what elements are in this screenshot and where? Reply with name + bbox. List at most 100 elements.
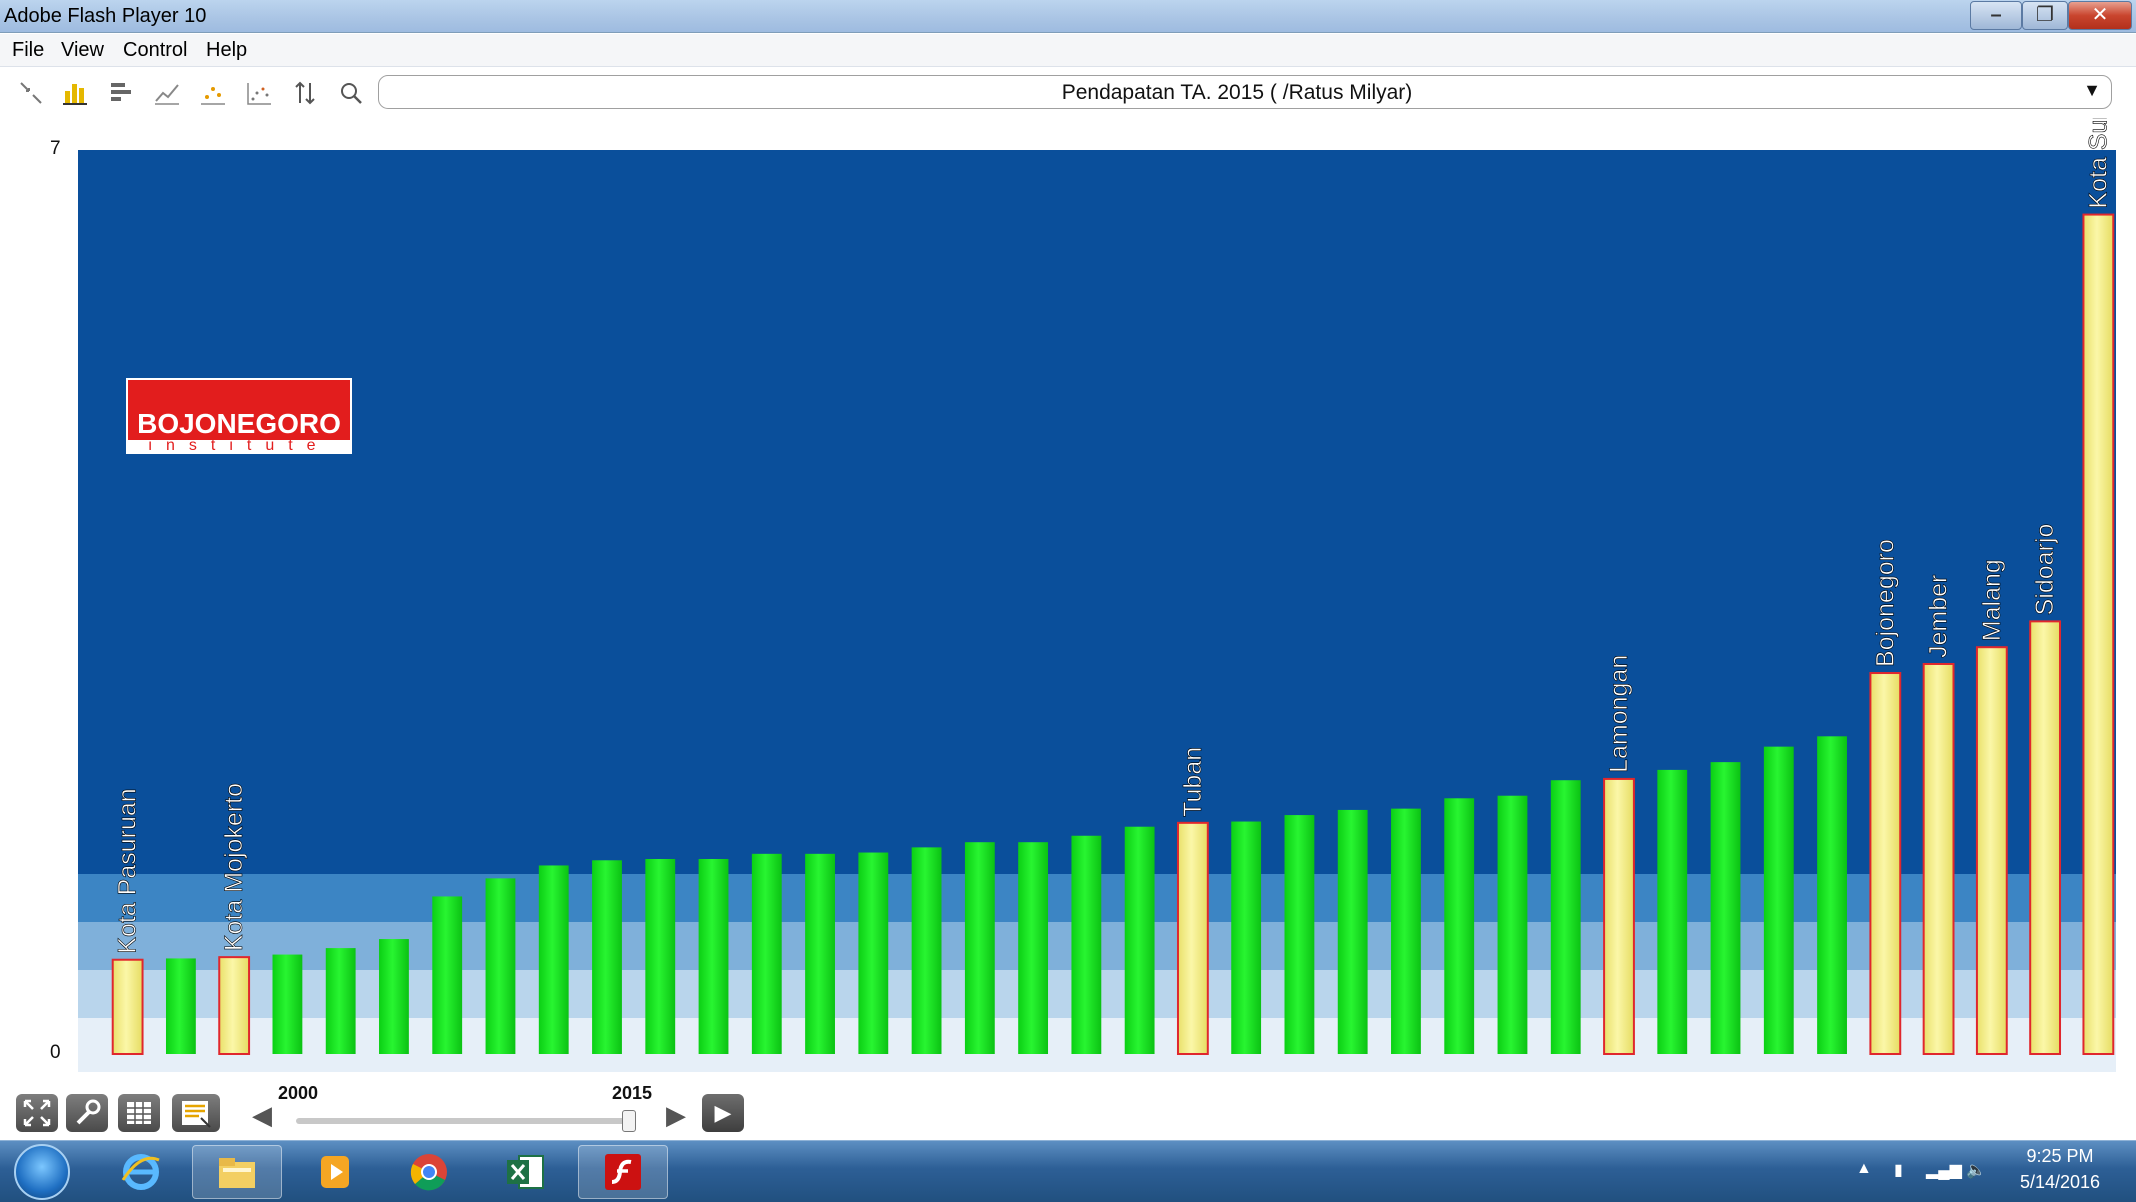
menu-file[interactable]: File [12, 39, 45, 61]
bar-chart: Kota Pasuruan Kota Mojokerto Tuban Lamongan… [78, 118, 2116, 1072]
battery-icon[interactable]: ▮ [1894, 1162, 1903, 1179]
year-start-label: 2000 [278, 1083, 319, 1103]
bar[interactable] [1124, 826, 1155, 1054]
y-tick-label: 0 [50, 1042, 61, 1063]
bar[interactable] [2029, 620, 2062, 1055]
notes-icon[interactable] [172, 1094, 220, 1132]
bar-label: Sidoarjo [2031, 524, 2059, 616]
bar[interactable] [911, 847, 942, 1054]
bar-chart-icon[interactable] [58, 76, 92, 110]
bar[interactable] [2082, 213, 2115, 1056]
bar[interactable] [1603, 777, 1635, 1055]
windows-taskbar [0, 1140, 2136, 1202]
close-button[interactable]: ✕ [2068, 1, 2132, 30]
bar[interactable] [485, 878, 516, 1054]
bar[interactable] [592, 860, 622, 1054]
scatter-dots-icon[interactable] [242, 76, 276, 110]
bar-label: Kota Pasuruan [114, 788, 142, 953]
y-tick-label: 7 [50, 138, 61, 159]
bar[interactable] [1763, 746, 1794, 1054]
menu-control[interactable]: Control [123, 39, 188, 61]
bar[interactable] [964, 842, 995, 1054]
flash-icon[interactable] [578, 1145, 668, 1199]
bar[interactable] [1071, 835, 1102, 1054]
bar[interactable] [645, 858, 676, 1054]
horizontal-bar-icon[interactable] [104, 76, 138, 110]
bar[interactable] [165, 958, 196, 1054]
logo-sub-text: institute [148, 437, 330, 454]
menubar: File View Control Help [0, 34, 2136, 67]
bar[interactable] [218, 956, 251, 1056]
indicator-label: Pendapatan TA. 2015 ( /Ratus Milyar) [1061, 81, 1413, 104]
clock-date[interactable]: 5/14/2016 [2019, 1172, 2101, 1192]
play-button[interactable]: ▶ [702, 1094, 744, 1132]
select-icon[interactable] [14, 76, 48, 110]
bar[interactable] [538, 865, 569, 1054]
bar[interactable] [379, 939, 409, 1054]
start-button[interactable] [14, 1144, 70, 1200]
bar[interactable] [325, 948, 356, 1054]
bar[interactable] [698, 858, 729, 1054]
bar-label: Bojonegoro [1871, 539, 1899, 667]
table-icon[interactable] [118, 1094, 160, 1132]
chart-area: 7 0 Kota Pasuruan Kota Mojokerto Tuban Lamo… [0, 118, 2136, 1092]
bar[interactable] [1497, 795, 1528, 1054]
bars: Kota Pasuruan Kota Mojokerto Tuban Lamongan… [111, 118, 2115, 1056]
bar[interactable] [1176, 821, 1209, 1055]
year-end-label: 2015 [612, 1083, 653, 1103]
bar[interactable] [858, 852, 889, 1054]
year-slider-track[interactable] [296, 1118, 636, 1124]
year-slider-thumb[interactable] [622, 1110, 636, 1132]
bar[interactable] [1337, 809, 1368, 1054]
search-icon[interactable] [334, 76, 368, 110]
bar-label: Tuban [1179, 747, 1207, 817]
window-title: Adobe Flash Player 10 [4, 5, 207, 27]
bar-label: Lamongan [1605, 655, 1633, 773]
bar[interactable] [1817, 736, 1847, 1054]
sort-icon[interactable] [288, 76, 322, 110]
window-titlebar: Adobe Flash Player 10 – ❐ ✕ [0, 0, 2136, 33]
chrome-icon[interactable] [384, 1145, 474, 1199]
step-back-icon[interactable]: ◀ [252, 1100, 272, 1130]
minimize-button[interactable]: – [1970, 1, 2022, 30]
menu-view[interactable]: View [61, 39, 104, 61]
show-hidden-icons-icon[interactable]: ▲ [1856, 1160, 1872, 1177]
playback-bar [0, 1090, 2136, 1142]
bar[interactable] [1710, 762, 1741, 1054]
media-player-icon[interactable] [290, 1145, 380, 1199]
excel-icon[interactable] [480, 1145, 570, 1199]
bar-label: Jember [1925, 575, 1953, 658]
bar[interactable] [1284, 815, 1315, 1054]
bar[interactable] [111, 958, 144, 1055]
internet-explorer-icon[interactable] [96, 1145, 186, 1199]
logo-main-text: BOJONEGORO [137, 408, 341, 439]
indicator-dropdown[interactable]: Pendapatan TA. 2015 ( /Ratus Milyar) ▼ [378, 75, 2112, 109]
bar[interactable] [1550, 780, 1581, 1054]
bar[interactable] [1018, 842, 1049, 1054]
settings-icon[interactable] [66, 1094, 108, 1132]
step-forward-icon[interactable]: ▶ [666, 1100, 686, 1130]
bar[interactable] [1922, 662, 1955, 1055]
bar[interactable] [1231, 821, 1262, 1054]
bar[interactable] [1657, 769, 1688, 1054]
bar[interactable] [751, 853, 782, 1054]
bar-label: Kota Surabaya [2084, 118, 2112, 209]
bojonegoro-institute-logo: BOJONEGORO institute [126, 378, 352, 454]
bar[interactable] [1444, 798, 1475, 1054]
scatter-icon[interactable] [196, 76, 230, 110]
bar[interactable] [1869, 672, 1902, 1055]
line-chart-icon[interactable] [150, 76, 184, 110]
fullscreen-icon[interactable] [16, 1094, 58, 1132]
bar[interactable] [1391, 808, 1421, 1054]
maximize-button[interactable]: ❐ [2022, 1, 2068, 30]
menu-help[interactable]: Help [206, 39, 248, 61]
volume-icon[interactable]: 🔈 [1966, 1162, 1986, 1179]
bar[interactable] [805, 853, 835, 1054]
file-manager-icon[interactable] [192, 1145, 282, 1199]
clock-time[interactable]: 9:25 PM [2026, 1146, 2094, 1166]
bar[interactable] [432, 896, 463, 1054]
network-icon[interactable]: ▂▄▆ [1926, 1162, 1962, 1179]
bar[interactable] [272, 954, 303, 1054]
chevron-down-icon[interactable]: ▼ [2083, 80, 2101, 100]
bar[interactable] [1975, 646, 2008, 1055]
